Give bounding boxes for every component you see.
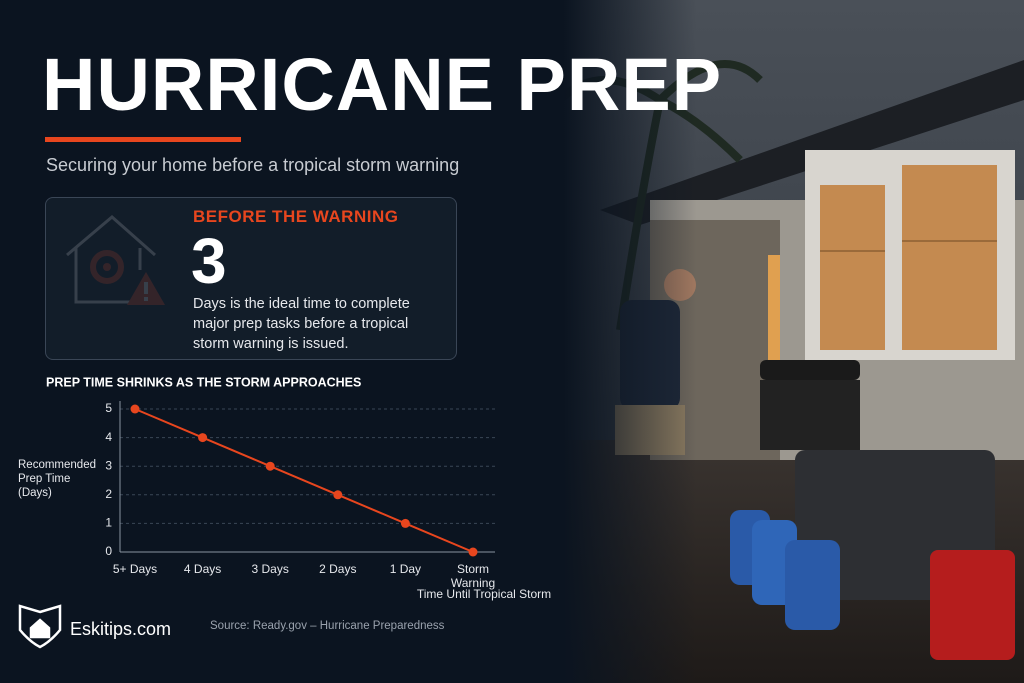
y-tick-label: 1 (105, 516, 112, 530)
y-tick-label: 4 (105, 430, 112, 444)
point (265, 461, 275, 471)
x-tick-label: Storm Warning (450, 562, 496, 590)
subtitle: Securing your home before a tropical sto… (46, 155, 460, 175)
logo-icon (18, 604, 62, 649)
point (333, 490, 343, 500)
x-tick-label: 3 Days (251, 562, 289, 576)
x-tick-label: 1 Day (389, 562, 422, 576)
stat-card (45, 197, 457, 360)
point (400, 518, 410, 528)
y-tick-label: 2 (105, 487, 112, 501)
stat-label: BEFORE THE WARNING (193, 207, 399, 226)
point (198, 433, 208, 443)
brand: Eskitips.com (70, 619, 172, 639)
source: Source: Ready.gov – Hurricane Preparedne… (210, 620, 445, 632)
x-tick-label: 2 Days (319, 562, 357, 576)
stat-value: 3 (191, 225, 227, 297)
y-tick-label: 3 (105, 458, 112, 472)
x-tick-label: 4 Days (183, 562, 222, 576)
line (134, 408, 474, 553)
point (468, 547, 478, 557)
y-tick-label: 5 (105, 401, 112, 415)
stat-text: Days is the ideal time to complete major… (193, 296, 410, 352)
x-axis-label: Time Until Tropical Storm (417, 587, 551, 601)
chart-title: PREP TIME SHRINKS AS THE STORM APPROACHE… (46, 375, 361, 389)
y-axis-label: Recommended Prep Time (Days) (18, 459, 96, 499)
title: HURRICANE PREP (42, 43, 723, 126)
title-underline (45, 137, 241, 142)
y-tick-label: 0 (105, 544, 112, 558)
chart: PREP TIME SHRINKS AS THE STORM APPROACHE… (46, 375, 551, 601)
point (130, 404, 140, 414)
x-tick-label: 5+ Days (112, 562, 158, 576)
